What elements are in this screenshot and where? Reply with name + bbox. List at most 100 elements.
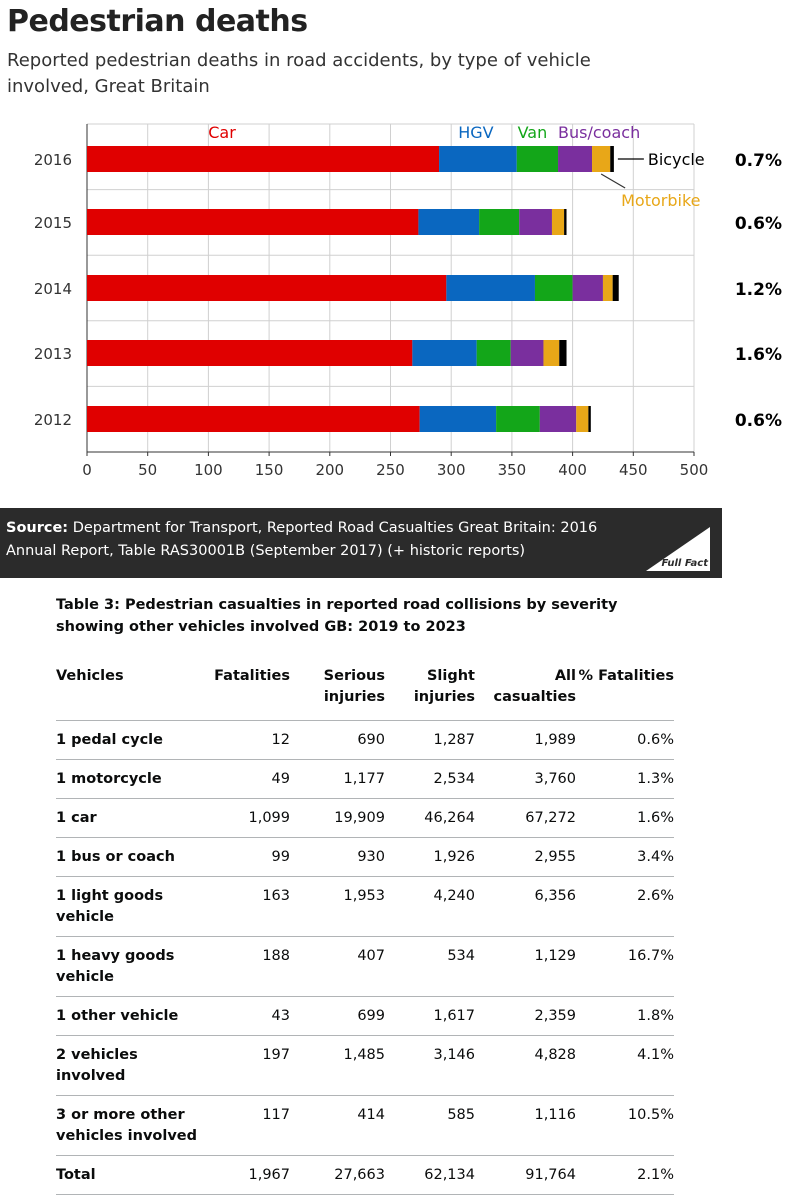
chart-panel: Pedestrian deaths Reported pedestrian de… [0, 0, 782, 578]
table-cell: 27,663 [290, 1155, 385, 1195]
table-cell: 1,989 [475, 720, 576, 760]
row-label: Total [56, 1155, 210, 1195]
row-label: 1 light goods vehicle [56, 876, 210, 937]
bar-segment-hgv [446, 275, 535, 301]
table-cell: 1.6% [576, 798, 674, 838]
legend-label-hgv: HGV [458, 123, 493, 142]
bar-segment-motorbike [551, 209, 565, 235]
table-cell: 2.6% [576, 876, 674, 937]
x-tick-label: 50 [138, 461, 157, 479]
y-tick-label: 2014 [34, 280, 72, 298]
source-band: Source: Department for Transport, Report… [0, 508, 722, 578]
x-tick-label: 350 [498, 461, 527, 479]
table-cell: 1,953 [290, 876, 385, 937]
table-cell: 43 [210, 996, 290, 1036]
table-cell: 12 [210, 720, 290, 760]
bar-segment-hgv [412, 340, 477, 366]
y-tick-label: 2013 [34, 345, 72, 363]
source-label: Source: [6, 520, 69, 536]
table-cell: 91,764 [475, 1155, 576, 1195]
table-cell: 1,116 [475, 1095, 576, 1156]
table-cell: 4.1% [576, 1035, 674, 1096]
table-cell: 4,240 [385, 876, 475, 937]
x-tick-label: 100 [194, 461, 223, 479]
bar-segment-buscoach [539, 406, 577, 432]
table-cell: 1,926 [385, 837, 475, 877]
bicycle-share-label: 0.7% [735, 151, 782, 171]
table-row: 3 or more other vehicles involved 117 414 5… [56, 1095, 674, 1156]
bar-segment-bicycle [559, 340, 567, 366]
bicycle-share-label: 1.6% [735, 345, 782, 365]
table-row: 1 heavy goods vehicle 188 407 534 1,129 16.7% [56, 936, 674, 997]
table-cell: 3,760 [475, 759, 576, 799]
table-cell: 1,617 [385, 996, 475, 1036]
column-header: All casualties [475, 666, 576, 721]
bar-segment-van [496, 406, 540, 432]
bar-segment-hgv [418, 209, 480, 235]
bar-segment-bicycle [588, 406, 591, 432]
table-cell: 4,828 [475, 1035, 576, 1096]
table-row: 1 light goods vehicle 163 1,953 4,240 6,356 2… [56, 876, 674, 937]
x-tick-label: 200 [315, 461, 344, 479]
table-cell: 0.6% [576, 720, 674, 760]
table-caption: Table 3: Pedestrian casualties in report… [56, 597, 618, 635]
casualties-table: Vehicles Fatalities Serious injuries Slight… [56, 666, 674, 1195]
legend-label-bicycle: Bicycle [648, 150, 705, 169]
table-row: 1 pedal cycle 12 690 1,287 1,989 0.6% [56, 720, 674, 760]
column-header: % Fatalities [576, 666, 674, 721]
source-text: Department for Transport, Reported Road … [6, 520, 598, 559]
table-cell: 3.4% [576, 837, 674, 877]
table-cell: 188 [210, 936, 290, 997]
table-cell: 49 [210, 759, 290, 799]
x-tick-label: 400 [558, 461, 587, 479]
bar-segment-buscoach [572, 275, 603, 301]
table-cell: 407 [290, 936, 385, 997]
table-cell: 117 [210, 1095, 290, 1156]
table-cell: 534 [385, 936, 475, 997]
x-tick-label: 150 [255, 461, 284, 479]
bar-segment-car [87, 340, 413, 366]
bar-segment-motorbike [576, 406, 589, 432]
bar-segment-van [476, 340, 511, 366]
table-cell: 585 [385, 1095, 475, 1156]
table-body: 1 pedal cycle 12 690 1,287 1,989 0.6% 1 motorc… [56, 720, 674, 1195]
row-label: 1 other vehicle [56, 996, 210, 1036]
legend-label-car: Car [208, 123, 236, 142]
full-fact-logo: Full Fact [646, 527, 710, 571]
bar-segment-buscoach [558, 146, 593, 172]
bar-segment-buscoach [519, 209, 552, 235]
x-tick-label: 500 [680, 461, 709, 479]
table-cell: 2,359 [475, 996, 576, 1036]
bar-segment-van [479, 209, 520, 235]
bicycle-share-label: 0.6% [735, 214, 782, 234]
table-cell: 1,967 [210, 1155, 290, 1195]
legend-label-van: Van [518, 123, 548, 142]
bar-segment-car [87, 275, 447, 301]
bar-segment-motorbike [602, 275, 613, 301]
table-cell: 1,099 [210, 798, 290, 838]
bar-segment-car [87, 146, 440, 172]
bar-segment-motorbike [543, 340, 560, 366]
bar-segment-bicycle [610, 146, 614, 172]
bar-segment-motorbike [592, 146, 611, 172]
column-header: Fatalities [210, 666, 290, 721]
source-note: Source: Department for Transport, Report… [6, 517, 636, 563]
logo-text: Full Fact [661, 558, 708, 569]
logo-triangle-icon [646, 527, 710, 571]
row-label: 3 or more other vehicles involved [56, 1095, 210, 1156]
x-tick-label: 0 [82, 461, 92, 479]
table-row: 1 other vehicle 43 699 1,617 2,359 1.8% [56, 996, 674, 1036]
bar-segment-bicycle [564, 209, 567, 235]
column-header: Slight injuries [385, 666, 475, 721]
table-cell: 67,272 [475, 798, 576, 838]
table-cell: 46,264 [385, 798, 475, 838]
table-cell: 2,534 [385, 759, 475, 799]
table-cell: 1,485 [290, 1035, 385, 1096]
row-label: 1 pedal cycle [56, 720, 210, 760]
table-cell: 99 [210, 837, 290, 877]
table-cell: 6,356 [475, 876, 576, 937]
bar-segment-van [534, 275, 573, 301]
table-cell: 19,909 [290, 798, 385, 838]
table-header-row: Vehicles Fatalities Serious injuries Slight… [56, 666, 674, 721]
x-tick-label: 450 [619, 461, 648, 479]
